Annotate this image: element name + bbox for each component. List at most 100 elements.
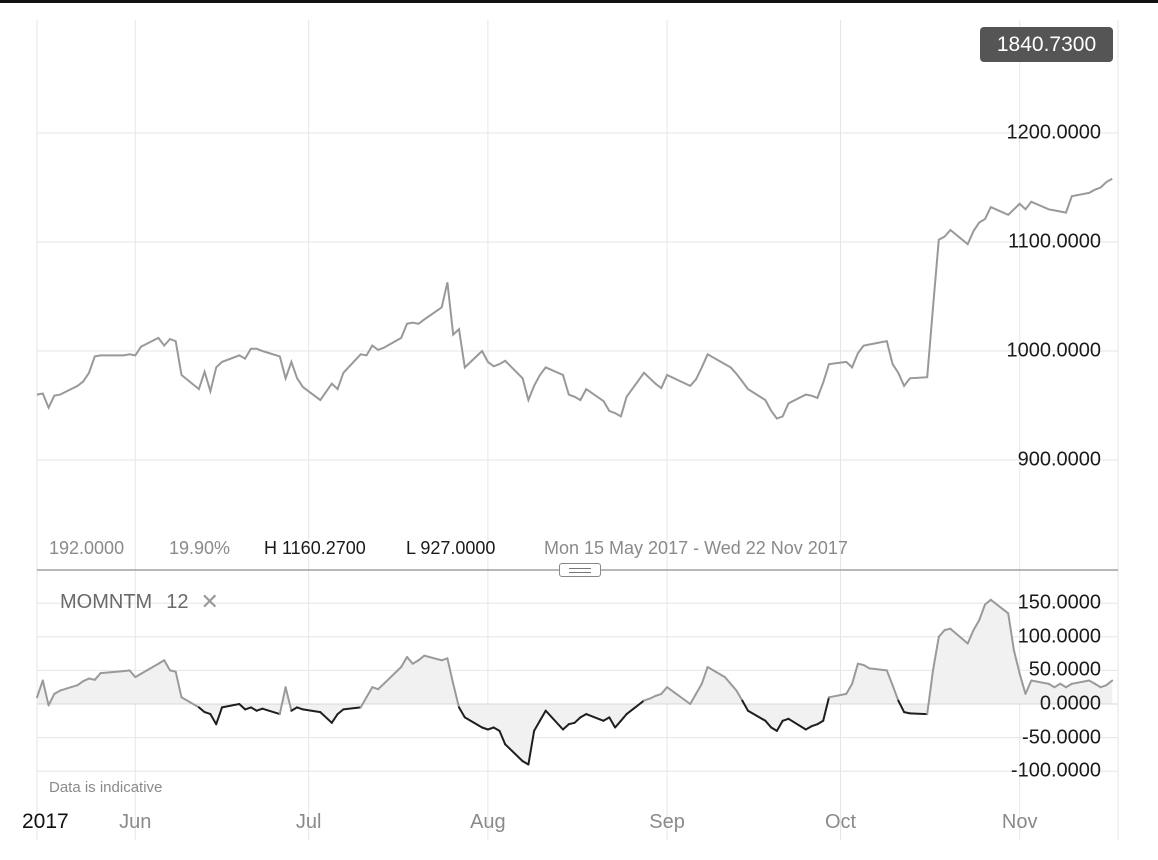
- price-grid: [37, 132, 1118, 461]
- momentum-segment: [660, 686, 669, 695]
- momentum-segment: [411, 659, 420, 665]
- momentum-segment: [602, 716, 611, 722]
- last-price-badge: 1840.7300: [980, 27, 1113, 62]
- momentum-tick-label: 50.0000: [1028, 658, 1101, 681]
- month-label: Sep: [649, 811, 685, 833]
- momentum-segment: [296, 706, 304, 711]
- momentum-segment: [382, 666, 403, 685]
- momentum-segment: [625, 699, 645, 716]
- momentum-segment: [937, 629, 946, 638]
- momentum-series: [36, 598, 1118, 766]
- momentum-segment: [417, 654, 426, 662]
- momentum-segment: [36, 679, 44, 699]
- momentum-segment: [949, 627, 969, 645]
- momentum-segment: [1099, 684, 1108, 689]
- momentum-segment: [908, 712, 929, 716]
- low-value: L 927.0000: [406, 538, 496, 558]
- momentum-segment: [330, 713, 339, 724]
- momentum-segment: [527, 729, 536, 766]
- price-line: [36, 177, 1113, 420]
- momentum-segment: [700, 666, 709, 685]
- momentum-segment: [1053, 682, 1062, 689]
- momentum-segment: [810, 723, 819, 728]
- momentum-segment: [99, 670, 125, 675]
- momentum-segment: [608, 716, 617, 729]
- momentum-tick-label: 100.0000: [1017, 625, 1101, 648]
- momentum-segment: [775, 719, 784, 732]
- momentum-segment: [614, 719, 622, 729]
- high-value: H 1160.2700: [264, 538, 366, 558]
- momentum-area: [37, 599, 1113, 765]
- momentum-segment: [371, 686, 380, 691]
- momentum-segment: [221, 703, 241, 709]
- indicator-legend: MOMNTM 12 ✕: [60, 589, 219, 615]
- momentum-segment: [163, 659, 171, 672]
- month-label: Aug: [470, 811, 506, 833]
- momentum-segment: [261, 707, 281, 716]
- close-icon[interactable]: ✕: [200, 589, 219, 614]
- momentum-segment: [492, 726, 501, 732]
- momentum-segment: [932, 635, 940, 672]
- momentum-segment: [770, 726, 778, 732]
- momentum-segment: [562, 723, 570, 731]
- momentum-segment: [446, 657, 455, 685]
- momentum-segment: [1065, 682, 1073, 689]
- momentum-segment: [400, 656, 408, 668]
- momentum-segment: [301, 708, 322, 714]
- change-percent: 19.90%: [169, 538, 231, 558]
- momentum-segment: [787, 717, 807, 731]
- momentum-segment: [452, 682, 460, 709]
- momentum-segment: [359, 696, 368, 709]
- momentum-tick-label: -50.0000: [1022, 726, 1101, 749]
- year-label: 2017: [22, 810, 69, 833]
- momentum-segment: [579, 713, 588, 719]
- top-border: [0, 0, 1158, 3]
- momentum-segment: [862, 664, 871, 670]
- momentum-segment: [215, 706, 223, 726]
- momentum-segment: [319, 711, 333, 724]
- momentum-segment: [504, 743, 524, 763]
- price-tick-label: 1100.0000: [1007, 230, 1101, 253]
- momentum-segment: [781, 717, 790, 722]
- momentum-segment: [209, 713, 218, 726]
- momentum-segment: [1047, 682, 1056, 689]
- month-label: Jul: [295, 811, 322, 833]
- momentum-segment: [134, 672, 143, 679]
- momentum-segment: [180, 696, 200, 709]
- momentum-segment: [41, 679, 50, 707]
- momentum-segment: [1024, 679, 1033, 695]
- momentum-segment: [255, 707, 264, 712]
- momentum-segment: [197, 706, 206, 714]
- momentum-segment: [59, 684, 79, 692]
- momentum-segment: [926, 669, 934, 716]
- momentum-segment: [53, 689, 62, 695]
- momentum-segment: [284, 686, 293, 712]
- momentum-segment: [533, 719, 541, 732]
- momentum-segment: [336, 708, 345, 716]
- momentum-segment: [735, 689, 744, 702]
- momentum-tick-label: -100.0000: [1010, 759, 1101, 782]
- momentum-segment: [822, 696, 830, 722]
- momentum-segment: [249, 706, 258, 712]
- momentum-segment: [654, 692, 663, 697]
- momentum-segment: [76, 680, 85, 687]
- momentum-segment: [377, 682, 385, 691]
- momentum-segment: [463, 716, 484, 729]
- momentum-segment: [278, 686, 287, 716]
- momentum-segment: [585, 713, 605, 722]
- momentum-segment: [643, 697, 651, 702]
- change-value: 192.0000: [49, 538, 125, 558]
- momentum-segment: [984, 598, 992, 606]
- momentum-segment: [290, 706, 299, 712]
- momentum-segment: [174, 670, 183, 699]
- momentum-segment: [406, 656, 414, 665]
- momentum-segment: [1007, 612, 1015, 652]
- indicator-name: MOMNTM: [60, 590, 153, 613]
- price-tick-label: 1200.0000: [1006, 121, 1101, 144]
- momentum-segment: [1105, 679, 1114, 687]
- momentum-segment: [729, 682, 738, 692]
- indicator-period: 12: [166, 590, 189, 613]
- momentum-segment: [1088, 679, 1096, 685]
- pane-resize-handle[interactable]: [559, 563, 601, 577]
